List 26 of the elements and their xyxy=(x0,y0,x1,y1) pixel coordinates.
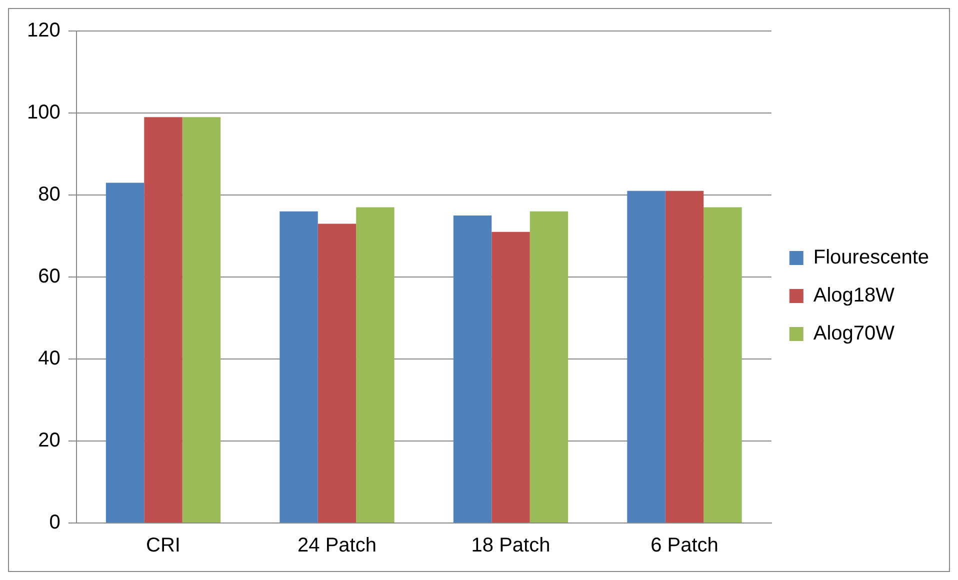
legend-label: Alog18W xyxy=(813,284,895,307)
y-tick-label: 80 xyxy=(38,184,60,206)
bar xyxy=(665,190,704,522)
y-tick-label: 0 xyxy=(49,512,60,534)
x-tick-label: 6 Patch xyxy=(650,534,718,557)
y-tick-label: 40 xyxy=(38,348,60,370)
bar xyxy=(106,182,144,522)
legend-label: Flourescente xyxy=(813,246,930,269)
bar xyxy=(356,207,394,522)
bar xyxy=(453,216,492,522)
legend-label: Alog70W xyxy=(813,322,895,345)
bar xyxy=(280,211,318,522)
bar xyxy=(182,117,221,522)
x-tick-label: 18 Patch xyxy=(471,534,550,557)
bar xyxy=(318,224,356,522)
bar xyxy=(144,117,182,522)
x-tick-label: 24 Patch xyxy=(298,534,376,557)
bar xyxy=(492,232,530,522)
y-tick-label: 60 xyxy=(38,266,60,288)
y-tick-label: 20 xyxy=(38,430,60,452)
y-tick-label: 100 xyxy=(26,102,60,124)
bar xyxy=(704,207,742,522)
bar xyxy=(627,190,666,522)
x-tick-label: CRI xyxy=(146,534,180,557)
bar xyxy=(530,211,568,522)
y-tick-label: 120 xyxy=(26,20,60,42)
